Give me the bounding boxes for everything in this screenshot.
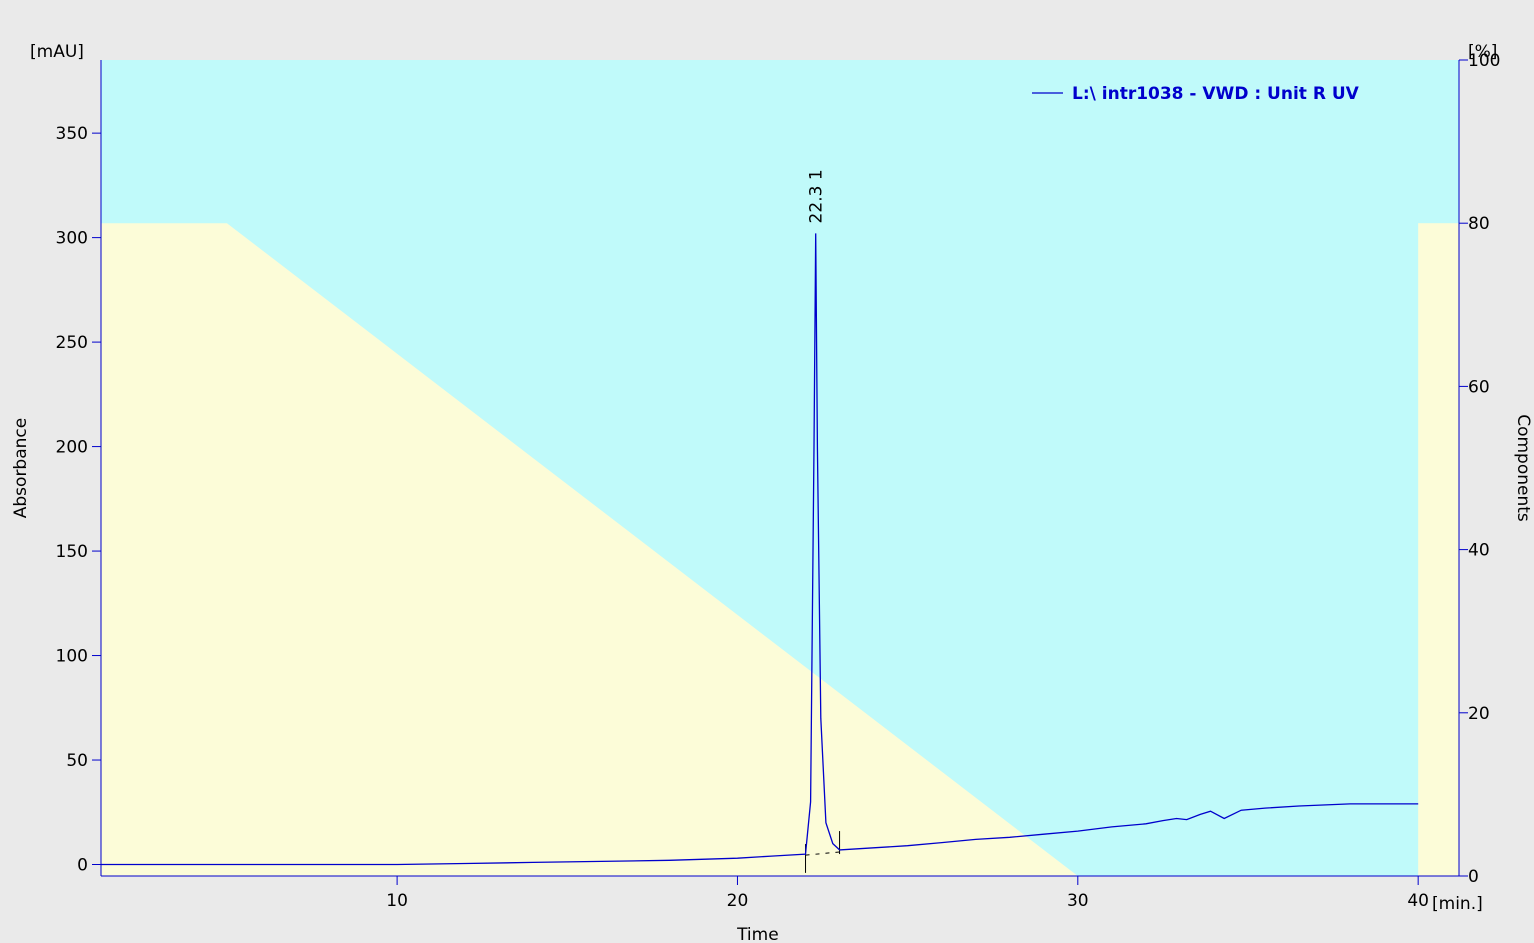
x-axis-title: Time xyxy=(736,925,779,943)
x-tick-label: 20 xyxy=(727,891,749,911)
right-y-axis: 0 20 40 60 80 100 xyxy=(1458,51,1500,887)
gradient-profile-area xyxy=(101,223,1419,876)
right-tick-label: 20 xyxy=(1468,704,1490,724)
right-axis-title: Components xyxy=(1513,414,1533,522)
peak-labels: 22.3 1 xyxy=(807,169,827,223)
right-tick-label: 60 xyxy=(1468,377,1490,397)
left-tick-label: 50 xyxy=(66,751,88,771)
right-tick-label: 80 xyxy=(1468,214,1490,234)
series-line-uv-signal xyxy=(101,233,1419,866)
left-tick-label: 200 xyxy=(56,438,88,458)
right-axis-unit: [%] xyxy=(1468,42,1497,62)
right-tick-label: 100 xyxy=(1468,51,1500,71)
x-axis: 10 20 30 40 xyxy=(101,875,1459,911)
left-tick-label: 300 xyxy=(56,229,88,249)
x-tick-label: 30 xyxy=(1067,891,1089,911)
left-tick-label: 350 xyxy=(56,124,88,144)
x-tick-label: 10 xyxy=(386,891,408,911)
peak-label: 22.3 1 xyxy=(807,169,827,223)
right-tick-label: 40 xyxy=(1468,541,1490,561)
gradient-tail-area xyxy=(1418,223,1459,876)
left-axis-unit: [mAU] xyxy=(30,42,84,62)
legend-label: L:\ intr1038 - VWD : Unit R UV xyxy=(1072,84,1360,104)
x-tick-label: 40 xyxy=(1407,891,1429,911)
left-tick-label: 100 xyxy=(56,647,88,667)
left-y-axis: 0 50 100 150 200 250 300 350 xyxy=(56,60,102,876)
legend: L:\ intr1038 - VWD : Unit R UV xyxy=(1032,84,1360,104)
right-tick-label: 0 xyxy=(1468,867,1479,887)
left-tick-label: 150 xyxy=(56,542,88,562)
left-tick-label: 0 xyxy=(77,856,88,876)
x-axis-unit: [min.] xyxy=(1432,894,1483,914)
left-axis-title: Absorbance xyxy=(11,418,31,518)
left-tick-label: 250 xyxy=(56,333,88,353)
